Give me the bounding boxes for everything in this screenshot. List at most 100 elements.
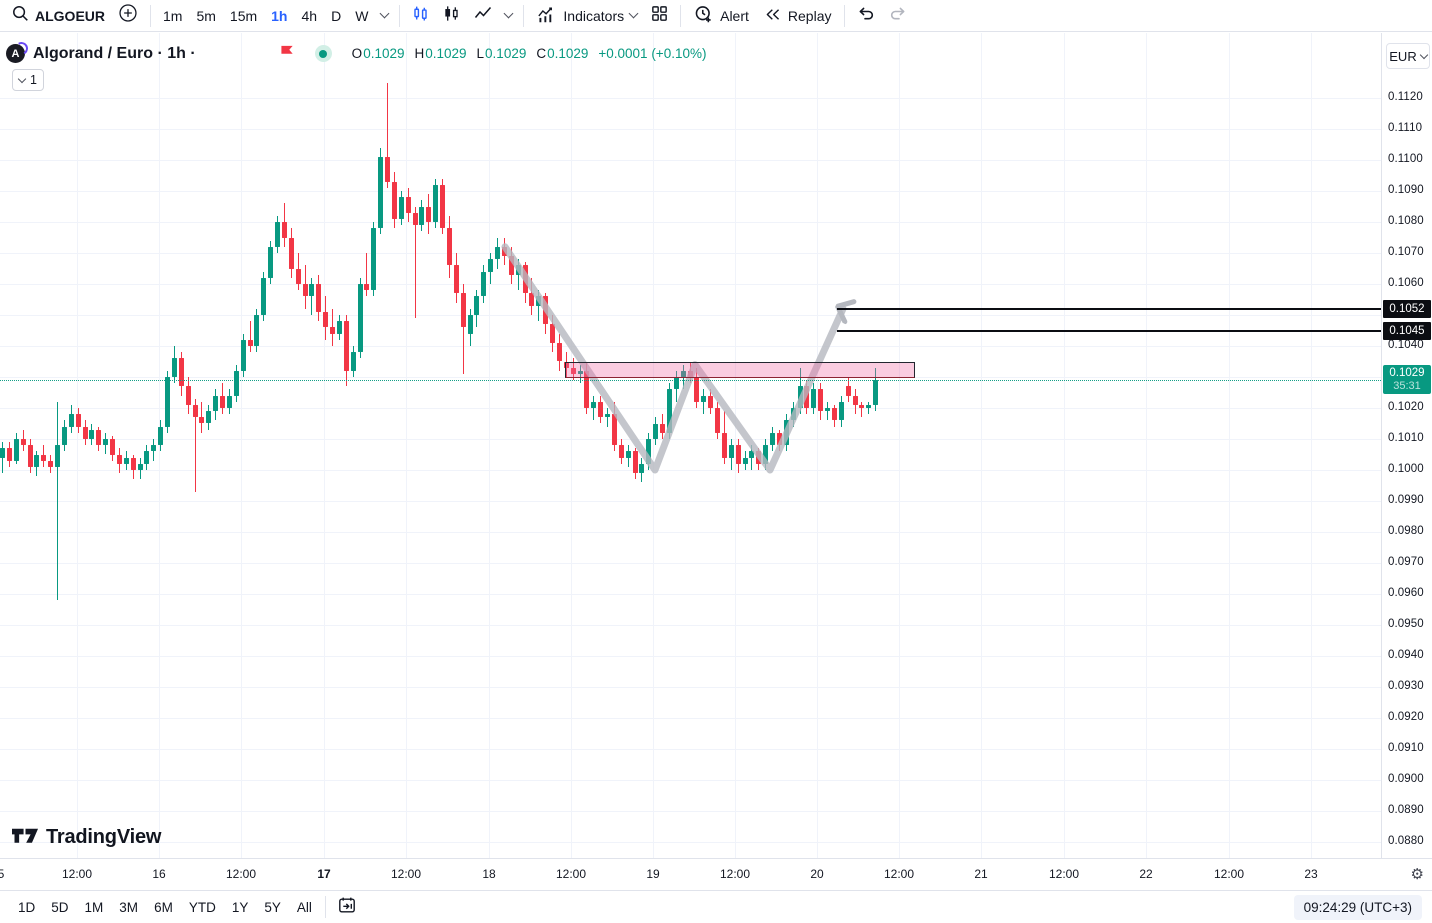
candle-body [722,432,727,458]
range-button-5y[interactable]: 5Y [264,899,281,915]
candle-body [578,370,583,374]
horizontal-gridline [0,749,1381,750]
candle-body [440,184,445,229]
chart-style-menu-button[interactable] [499,3,518,29]
compare-add-symbol-button[interactable] [111,3,145,29]
gear-settings-icon[interactable]: ⚙ [1410,866,1424,883]
redo-button[interactable] [882,3,914,29]
candle-body [426,206,431,222]
candle-body [481,271,486,297]
layout-grid-button[interactable] [644,3,675,29]
alert-clock-icon [693,4,714,28]
horizontal-gridline [0,160,1381,161]
bar-countdown: 35:31 [1393,380,1421,393]
tradingview-wordmark: TradingView [46,826,162,848]
horizontal-gridline [0,98,1381,99]
toolbar-divider [324,896,326,918]
candle-body [846,386,851,396]
price-tick-label: 0.1110 [1388,122,1423,134]
price-line-label: 0.1052 [1383,299,1431,318]
horizontal-gridline [0,656,1381,657]
market-status-icon[interactable] [314,45,332,62]
chart-style-line-button[interactable] [467,3,499,29]
symbol-title[interactable]: Algorand / Euro · 1h · [33,44,196,62]
chart-style-candles-button[interactable] [405,3,436,29]
chart-style-hollow-candles-button[interactable] [436,3,467,29]
candle-body [55,445,60,467]
interval-button-W[interactable]: W [355,7,369,24]
price-tick-label: 0.1020 [1388,401,1424,413]
candle-wick [463,284,464,374]
alert-button[interactable]: Alert [686,3,756,29]
range-button-5d[interactable]: 5D [51,899,69,915]
candle-body [413,212,418,226]
candle-body [48,460,53,467]
candle-body [0,448,5,458]
indicators-button[interactable]: Indicators [529,3,644,29]
go-to-date-button[interactable] [331,894,363,920]
vertical-gridline [899,33,900,858]
price-tick-label: 0.0930 [1388,680,1424,692]
price-tick-label: 0.1120 [1388,91,1423,103]
interval-button-1m[interactable]: 1m [163,7,183,24]
replay-button[interactable]: Replay [756,3,839,29]
interval-button-4h[interactable]: 4h [301,7,318,24]
candlestick-series [0,82,878,601]
price-tick-label: 0.0890 [1388,804,1424,816]
symbol-info-row: A Algorand / Euro · 1h · O 0.1029 H 0.1029 L… [6,44,706,63]
time-tick-label: 5 [0,867,5,881]
price-tick-label: 0.1080 [1388,215,1424,227]
interval-button-1h[interactable]: 1h [271,7,288,24]
object-tree-count-button[interactable]: 1 [12,69,44,91]
horizontal-gridline [0,780,1381,781]
range-button-1y[interactable]: 1Y [231,899,249,915]
candle-body [516,265,521,275]
interval-button-5m[interactable]: 5m [196,7,216,24]
candle-body [626,451,631,458]
tradingview-logo[interactable]: TradingView [12,824,161,851]
candle-body [131,457,136,470]
candle-body [14,439,19,461]
vertical-gridline [77,33,78,858]
candle-body [784,420,789,446]
candle-body [653,423,658,439]
undo-button[interactable] [850,3,882,29]
candle-body [859,404,864,408]
candle-body [550,324,555,343]
symbol-search-button[interactable]: ALGOEUR [6,3,111,29]
flag-symbol-button[interactable] [280,44,295,63]
clock-timezone-button[interactable]: 09:24:29 (UTC+3) [1293,894,1422,920]
candle-body [564,361,569,368]
time-tick-label: 16 [152,867,166,881]
candle-wick [250,321,251,353]
vertical-gridline [1311,33,1312,858]
interval-button-D[interactable]: D [331,7,342,24]
price-change: +0.0001 (+0.10%) [598,46,707,61]
candle-body [21,439,26,446]
candle-body [241,339,246,371]
range-button-1m[interactable]: 1M [84,899,104,915]
candle-body [69,414,74,427]
range-button-all[interactable]: All [296,899,312,915]
candle-wick [683,364,684,390]
candle-body [536,296,541,306]
candle-body [454,265,459,294]
replay-rewind-icon [763,5,782,27]
range-button-1d[interactable]: 1D [18,899,36,915]
range-button-ytd[interactable]: YTD [188,899,216,915]
ohlc-l: L 0.1029 [476,46,527,61]
interval-button-15m[interactable]: 15m [229,7,258,24]
range-button-3m[interactable]: 3M [119,899,139,915]
range-button-6m[interactable]: 6M [154,899,173,915]
currency-toggle-button[interactable]: EUR [1386,43,1430,69]
candle-body [158,426,163,446]
candle-body [598,401,603,418]
price-tick-label: 0.1000 [1388,463,1424,475]
time-tick-label: 12:00 [225,867,257,881]
time-axis[interactable]: ⚙ 5 12:00 16 12:00 17 12:00 18 12:00 19 12:00 20 12… [0,858,1432,890]
interval-menu-button[interactable] [375,3,394,29]
candle-body [289,237,294,269]
price-line-label: 0.1045 [1383,321,1431,340]
candle-wick [518,259,519,291]
price-axis[interactable]: EUR 0.1029 35:31 0.1120 0.1110 0.1100 0.109… [1381,33,1432,858]
